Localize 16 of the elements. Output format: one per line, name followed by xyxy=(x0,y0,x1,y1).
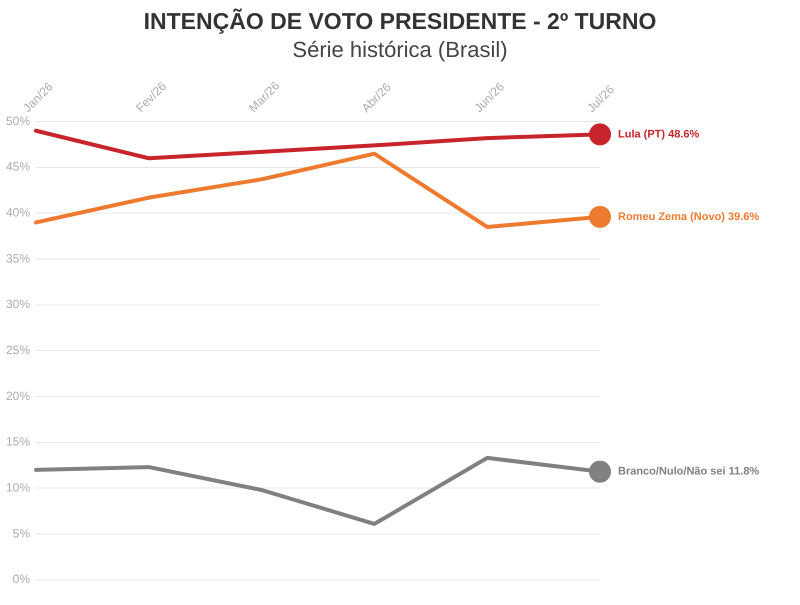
text: Lula (PT) 48.6% xyxy=(618,128,700,140)
y-tick-label: 20% xyxy=(6,388,30,403)
y-tick-label: 15% xyxy=(6,434,30,449)
y-tick-label: 10% xyxy=(6,480,30,494)
y-tick-label: 0% xyxy=(12,572,30,586)
text: Romeu Zema (Novo) 39.6% xyxy=(618,210,760,223)
y-tick-label: 40% xyxy=(6,206,30,220)
chart-subtitle: Série histórica (Brasil) xyxy=(291,37,509,63)
chart-title: INTENÇÃO DE VOTO PRESIDENTE - 2º TURNO xyxy=(142,8,658,35)
y-tick-label: 45% xyxy=(6,160,30,174)
y-tick-label: 25% xyxy=(6,343,30,358)
y-tick-label: 35% xyxy=(6,251,30,266)
y-tick-label: 30% xyxy=(6,297,30,312)
text: Branco/Nulo/Não sei 11.8% xyxy=(618,466,760,478)
y-tick-label: 50% xyxy=(6,114,30,128)
y-tick-label: 5% xyxy=(12,526,30,540)
